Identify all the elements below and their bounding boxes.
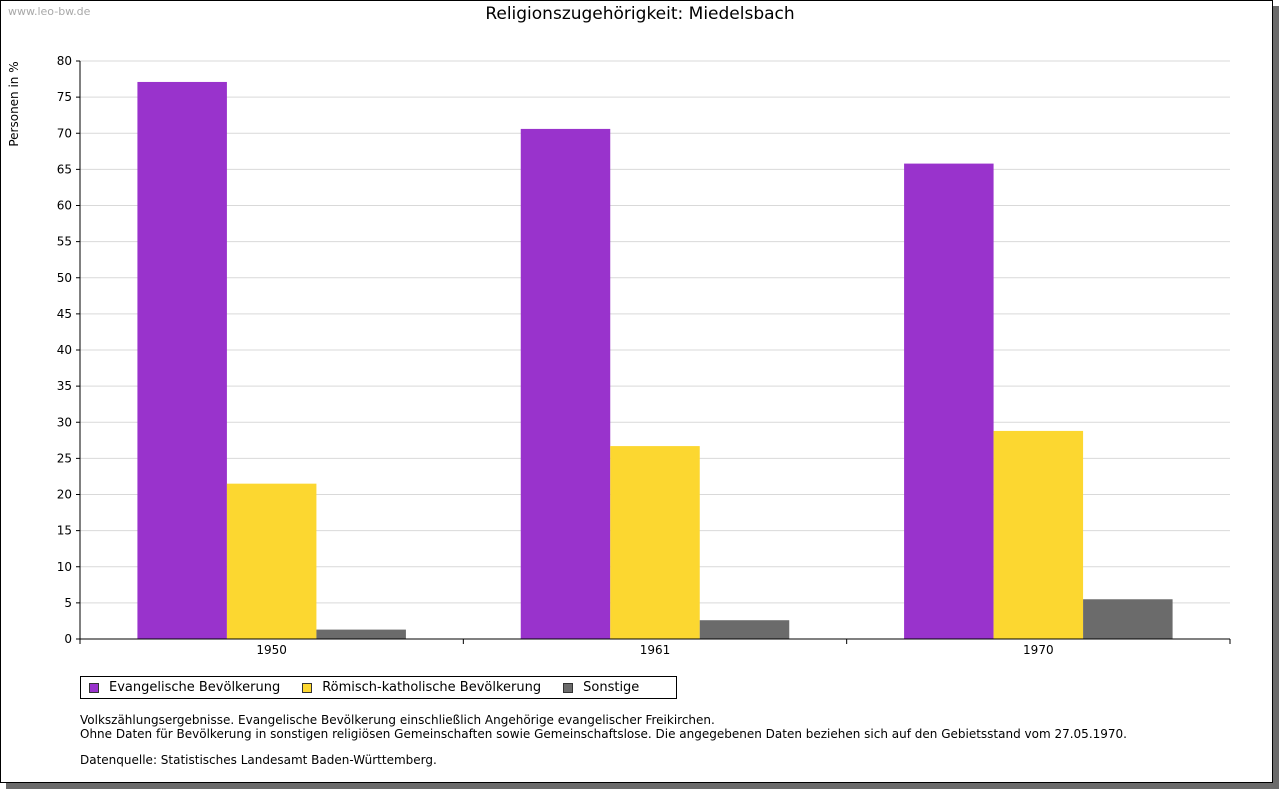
legend-label-katholisch: Römisch-katholische Bevölkerung — [322, 680, 542, 695]
watermark: www.leo-bw.de — [8, 5, 91, 18]
bar-evangelisch — [904, 163, 994, 639]
bar-evangelisch — [520, 128, 611, 640]
y-tick-label: 15 — [57, 524, 72, 538]
bar-sonstige — [699, 620, 790, 639]
bar-katholisch — [610, 446, 700, 639]
y-tick-label: 5 — [64, 596, 72, 610]
y-tick-label: 60 — [57, 199, 72, 213]
legend-item-sonstige: Sonstige — [563, 680, 639, 695]
legend-swatch-evangelisch — [89, 682, 99, 693]
y-tick-label: 50 — [57, 271, 72, 285]
y-tick-label: 25 — [57, 451, 72, 465]
bar-sonstige — [316, 629, 406, 639]
y-tick-label: 35 — [57, 379, 72, 393]
legend-swatch-katholisch — [302, 682, 313, 693]
bar-sonstige — [1083, 599, 1173, 639]
legend: Evangelische Bevölkerung Römisch-katholi… — [80, 676, 677, 699]
y-tick-label: 40 — [57, 343, 72, 357]
legend-item-evangelisch: Evangelische Bevölkerung — [89, 680, 280, 695]
y-tick-label: 20 — [57, 488, 72, 502]
y-tick-label: 55 — [57, 235, 72, 249]
bar-katholisch — [226, 483, 317, 639]
legend-label-evangelisch: Evangelische Bevölkerung — [109, 680, 281, 695]
footnote-line-2: Ohne Daten für Bevölkerung in sonstigen … — [80, 727, 1127, 741]
y-tick-label: 70 — [57, 126, 72, 140]
legend-label-sonstige: Sonstige — [583, 680, 640, 695]
y-tick-label: 0 — [64, 632, 72, 646]
y-tick-label: 45 — [57, 307, 72, 321]
y-tick-label: 75 — [57, 90, 72, 104]
frame-shadow-right — [1273, 6, 1279, 789]
footnote-line-1: Volkszählungsergebnisse. Evangelische Be… — [80, 713, 715, 727]
bar-katholisch — [993, 430, 1084, 639]
bar-chart: 0 5 10 15 20 25 30 35 40 45 50 55 60 65 70 75 80 1950 1961… — [57, 54, 1231, 657]
footnotes: Volkszählungsergebnisse. Evangelische Be… — [80, 713, 1127, 767]
x-tick-label: 1970 — [1023, 643, 1054, 657]
legend-swatch-sonstige — [563, 682, 574, 693]
y-tick-label: 80 — [57, 54, 72, 68]
x-tick-label: 1961 — [640, 643, 671, 657]
chart-title: Religionszugehörigkeit: Miedelsbach — [485, 4, 795, 24]
bar-evangelisch — [137, 81, 227, 639]
y-tick-label: 65 — [57, 162, 72, 176]
data-source: Datenquelle: Statistisches Landesamt Bad… — [80, 753, 437, 767]
frame-shadow-bottom — [6, 783, 1279, 789]
y-tick-label: 10 — [57, 560, 72, 574]
y-tick-label: 30 — [57, 415, 72, 429]
legend-item-katholisch: Römisch-katholische Bevölkerung — [302, 680, 541, 695]
x-tick-label: 1950 — [256, 643, 287, 657]
